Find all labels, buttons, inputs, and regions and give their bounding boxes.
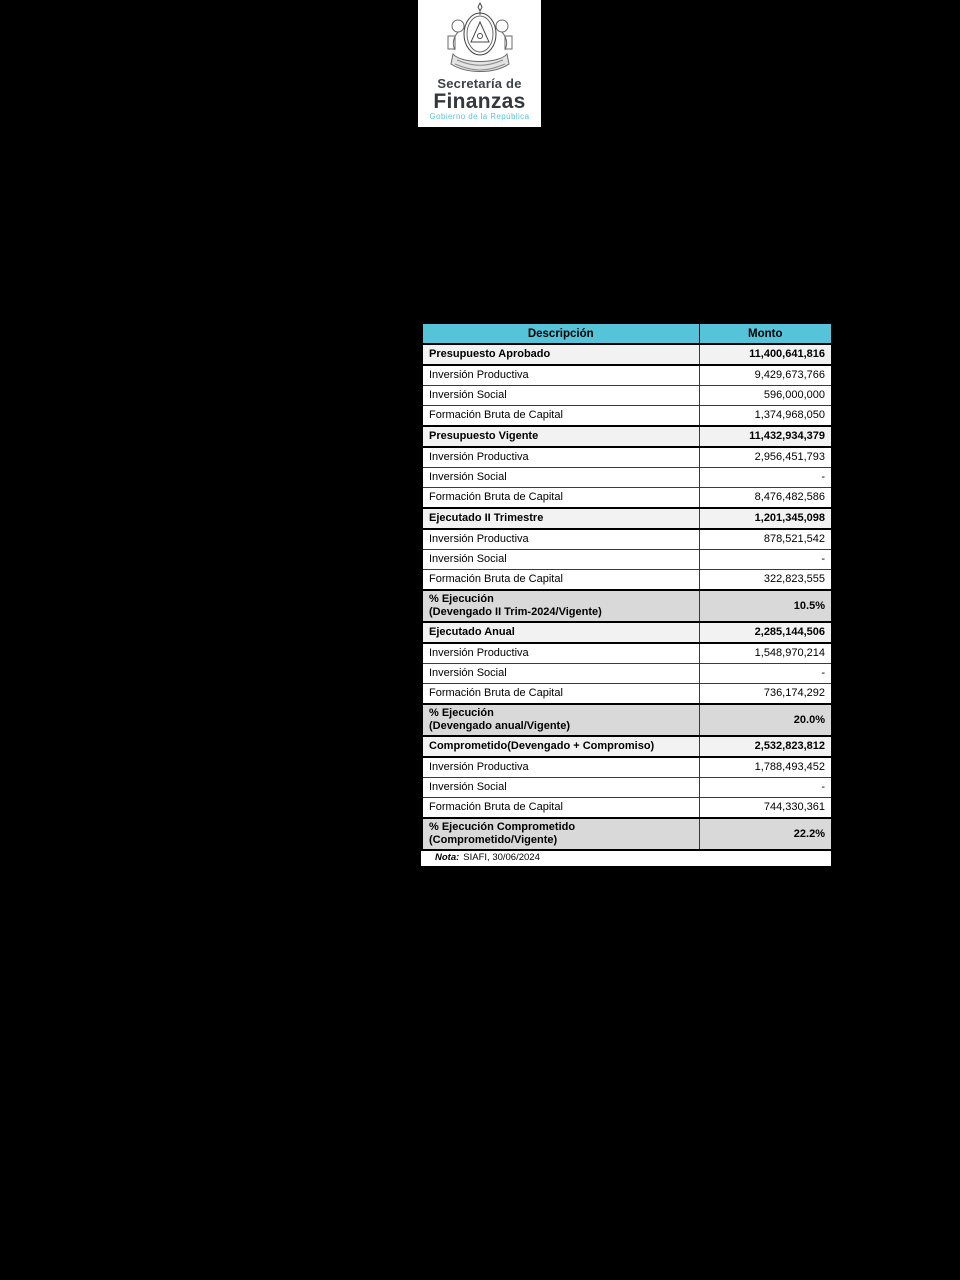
table-row: % Ejecución (Devengado anual/Vigente) 20… xyxy=(421,703,833,737)
row-label: Inversión Social xyxy=(421,467,700,488)
row-label: % Ejecución (Devengado anual/Vigente) xyxy=(421,703,700,737)
table-row: Formación Bruta de Capital 744,330,361 xyxy=(421,797,833,819)
row-label: Formación Bruta de Capital xyxy=(421,405,700,427)
row-value: 1,374,968,050 xyxy=(698,405,833,427)
logo-org-name-line1: Secretaría de xyxy=(437,76,522,91)
row-value: 1,201,345,098 xyxy=(698,507,833,530)
table-row: Presupuesto Aprobado 11,400,641,816 xyxy=(421,343,833,366)
table-row: % Ejecución Comprometido (Comprometido/V… xyxy=(421,817,833,851)
row-label: Comprometido(Devengado + Compromiso) xyxy=(421,735,700,758)
row-value: 11,400,641,816 xyxy=(698,343,833,366)
row-value: 2,285,144,506 xyxy=(698,621,833,644)
row-label: Formación Bruta de Capital xyxy=(421,683,700,705)
row-value: 9,429,673,766 xyxy=(698,364,833,386)
table-row: Inversión Social - xyxy=(421,663,833,684)
finanzas-logo: Secretaría de Finanzas Gobierno de la Re… xyxy=(418,0,541,127)
table-row: Ejecutado Anual 2,285,144,506 xyxy=(421,621,833,644)
budget-table: Descripción Monto Presupuesto Aprobado 1… xyxy=(421,322,833,851)
row-label: Formación Bruta de Capital xyxy=(421,569,700,591)
logo-tagline: Gobierno de la República xyxy=(429,112,530,121)
row-label: Inversión Productiva xyxy=(421,528,700,550)
row-label: Inversión Productiva xyxy=(421,446,700,468)
row-value: 744,330,361 xyxy=(698,797,833,819)
row-label: Inversión Social xyxy=(421,549,700,570)
row-value: 20.0% xyxy=(698,703,833,737)
table-row: Inversión Social 596,000,000 xyxy=(421,385,833,406)
row-label: Formación Bruta de Capital xyxy=(421,797,700,819)
row-label: Inversión Social xyxy=(421,385,700,406)
honduras-coat-of-arms-icon xyxy=(447,2,512,72)
row-label: Ejecutado II Trimestre xyxy=(421,507,700,530)
row-value: - xyxy=(698,549,833,570)
note-label: Nota: xyxy=(435,852,460,863)
logo-org-name-line2: Finanzas xyxy=(433,90,526,113)
table-row: Inversión Social - xyxy=(421,777,833,798)
table-row: Inversión Productiva 2,956,451,793 xyxy=(421,446,833,468)
row-value: 10.5% xyxy=(698,589,833,623)
budget-table-container: Descripción Monto Presupuesto Aprobado 1… xyxy=(421,322,833,866)
table-row: Inversión Productiva 878,521,542 xyxy=(421,528,833,550)
table-row: % Ejecución (Devengado II Trim-2024/Vige… xyxy=(421,589,833,623)
table-row: Formación Bruta de Capital 1,374,968,050 xyxy=(421,405,833,427)
table-row: Inversión Productiva 1,548,970,214 xyxy=(421,642,833,664)
row-label: Presupuesto Aprobado xyxy=(421,343,700,366)
table-header-row: Descripción Monto xyxy=(421,322,833,345)
row-value: 2,532,823,812 xyxy=(698,735,833,758)
row-label: % Ejecución (Devengado II Trim-2024/Vige… xyxy=(421,589,700,623)
table-row: Ejecutado II Trimestre 1,201,345,098 xyxy=(421,507,833,530)
table-row: Inversión Productiva 9,429,673,766 xyxy=(421,364,833,386)
row-value: - xyxy=(698,467,833,488)
column-header-monto: Monto xyxy=(698,322,833,345)
table-row: Formación Bruta de Capital 8,476,482,586 xyxy=(421,487,833,509)
column-header-descripcion: Descripción xyxy=(421,322,700,345)
row-value: 736,174,292 xyxy=(698,683,833,705)
row-value: 322,823,555 xyxy=(698,569,833,591)
row-value: - xyxy=(698,663,833,684)
row-value: 11,432,934,379 xyxy=(698,425,833,448)
row-value: 878,521,542 xyxy=(698,528,833,550)
row-label: Inversión Social xyxy=(421,777,700,798)
row-label: Presupuesto Vigente xyxy=(421,425,700,448)
row-value: 1,788,493,452 xyxy=(698,756,833,778)
table-row: Presupuesto Vigente 11,432,934,379 xyxy=(421,425,833,448)
table-row: Comprometido(Devengado + Compromiso) 2,5… xyxy=(421,735,833,758)
table-row: Inversión Social - xyxy=(421,549,833,570)
row-label: Ejecutado Anual xyxy=(421,621,700,644)
row-label: Inversión Productiva xyxy=(421,642,700,664)
table-row: Inversión Social - xyxy=(421,467,833,488)
note-text: SIAFI, 30/06/2024 xyxy=(463,852,540,863)
row-value: 1,548,970,214 xyxy=(698,642,833,664)
table-row: Inversión Productiva 1,788,493,452 xyxy=(421,756,833,778)
row-label: Inversión Social xyxy=(421,663,700,684)
row-value: - xyxy=(698,777,833,798)
table-row: Formación Bruta de Capital 322,823,555 xyxy=(421,569,833,591)
row-value: 2,956,451,793 xyxy=(698,446,833,468)
table-note: Nota: SIAFI, 30/06/2024 xyxy=(421,851,831,866)
row-label: Inversión Productiva xyxy=(421,364,700,386)
row-label: Inversión Productiva xyxy=(421,756,700,778)
row-value: 596,000,000 xyxy=(698,385,833,406)
row-label: Formación Bruta de Capital xyxy=(421,487,700,509)
row-value: 22.2% xyxy=(698,817,833,851)
row-label: % Ejecución Comprometido (Comprometido/V… xyxy=(421,817,700,851)
row-value: 8,476,482,586 xyxy=(698,487,833,509)
table-row: Formación Bruta de Capital 736,174,292 xyxy=(421,683,833,705)
